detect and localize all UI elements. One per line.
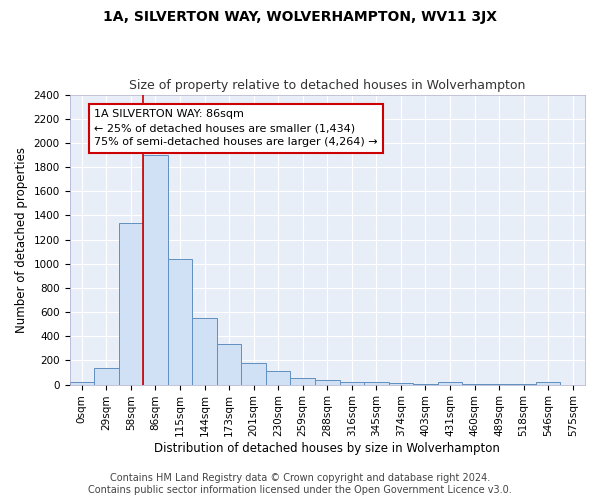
- Bar: [217, 344, 241, 384]
- Bar: [266, 370, 290, 384]
- Title: Size of property relative to detached houses in Wolverhampton: Size of property relative to detached ho…: [129, 79, 526, 92]
- Bar: [143, 155, 168, 384]
- Bar: [290, 378, 315, 384]
- Bar: [389, 383, 413, 384]
- Bar: [315, 380, 340, 384]
- Text: Contains HM Land Registry data © Crown copyright and database right 2024.
Contai: Contains HM Land Registry data © Crown c…: [88, 474, 512, 495]
- Bar: [94, 368, 119, 384]
- X-axis label: Distribution of detached houses by size in Wolverhampton: Distribution of detached houses by size …: [154, 442, 500, 455]
- Bar: [536, 382, 560, 384]
- Bar: [70, 382, 94, 384]
- Bar: [340, 382, 364, 384]
- Bar: [192, 318, 217, 384]
- Y-axis label: Number of detached properties: Number of detached properties: [15, 146, 28, 332]
- Text: 1A SILVERTON WAY: 86sqm
← 25% of detached houses are smaller (1,434)
75% of semi: 1A SILVERTON WAY: 86sqm ← 25% of detache…: [94, 109, 377, 147]
- Bar: [438, 382, 462, 384]
- Text: 1A, SILVERTON WAY, WOLVERHAMPTON, WV11 3JX: 1A, SILVERTON WAY, WOLVERHAMPTON, WV11 3…: [103, 10, 497, 24]
- Bar: [168, 259, 192, 384]
- Bar: [119, 222, 143, 384]
- Bar: [241, 364, 266, 384]
- Bar: [364, 382, 389, 384]
